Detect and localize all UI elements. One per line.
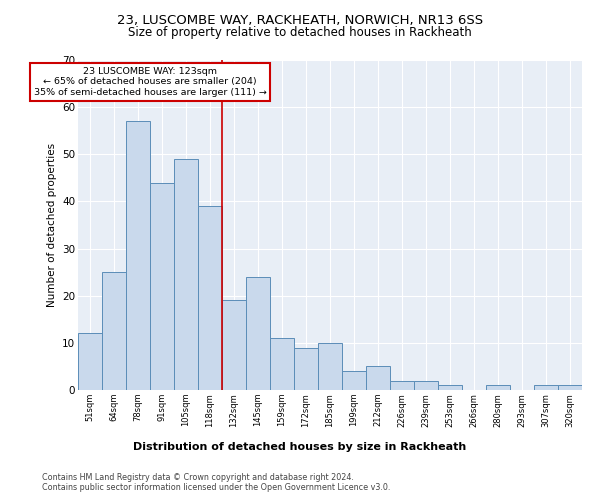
Text: 23, LUSCOMBE WAY, RACKHEATH, NORWICH, NR13 6SS: 23, LUSCOMBE WAY, RACKHEATH, NORWICH, NR… — [117, 14, 483, 27]
Bar — [558, 386, 582, 390]
Bar — [366, 366, 390, 390]
Bar — [174, 159, 198, 390]
Bar — [390, 380, 414, 390]
Bar — [534, 386, 558, 390]
Bar — [270, 338, 294, 390]
Text: Distribution of detached houses by size in Rackheath: Distribution of detached houses by size … — [133, 442, 467, 452]
Text: 23 LUSCOMBE WAY: 123sqm
← 65% of detached houses are smaller (204)
35% of semi-d: 23 LUSCOMBE WAY: 123sqm ← 65% of detache… — [34, 67, 266, 97]
Text: Contains public sector information licensed under the Open Government Licence v3: Contains public sector information licen… — [42, 482, 391, 492]
Bar — [414, 380, 438, 390]
Bar — [246, 277, 270, 390]
Bar — [294, 348, 318, 390]
Bar — [318, 343, 342, 390]
Bar — [486, 386, 510, 390]
Bar — [342, 371, 366, 390]
Bar — [438, 386, 462, 390]
Bar — [198, 206, 222, 390]
Y-axis label: Number of detached properties: Number of detached properties — [47, 143, 56, 307]
Text: Size of property relative to detached houses in Rackheath: Size of property relative to detached ho… — [128, 26, 472, 39]
Bar — [222, 300, 246, 390]
Bar — [102, 272, 126, 390]
Bar — [78, 334, 102, 390]
Bar — [150, 182, 174, 390]
Text: Contains HM Land Registry data © Crown copyright and database right 2024.: Contains HM Land Registry data © Crown c… — [42, 472, 354, 482]
Bar — [126, 122, 150, 390]
